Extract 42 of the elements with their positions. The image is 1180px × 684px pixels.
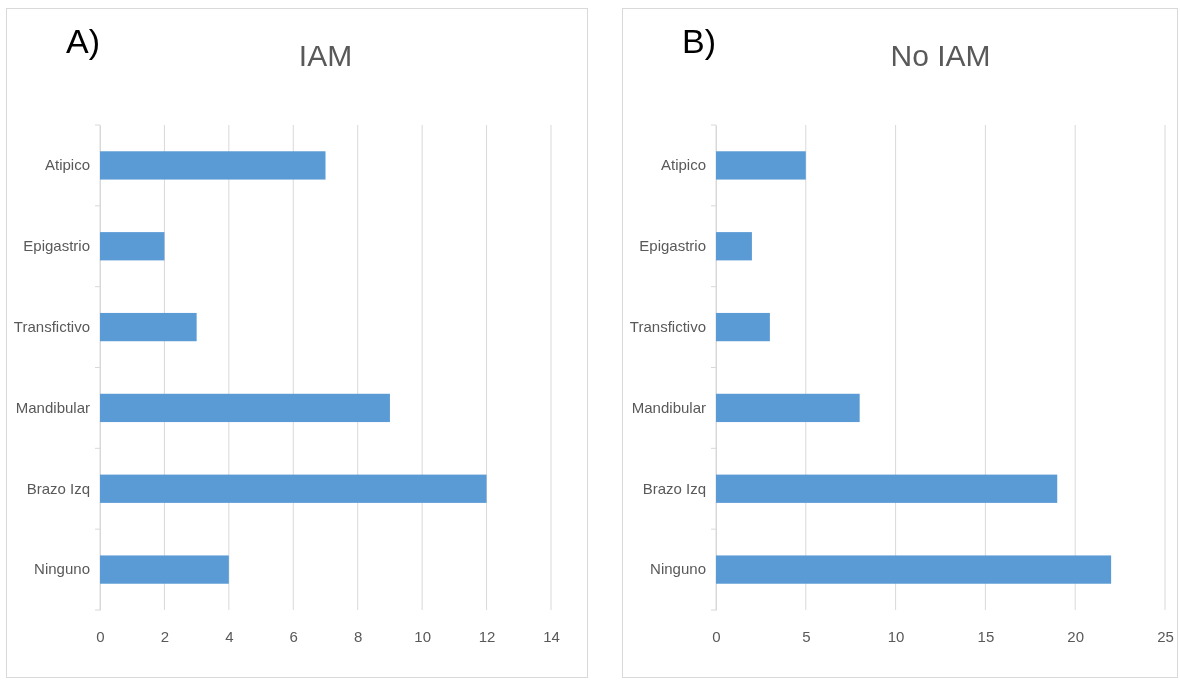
bar	[100, 393, 390, 423]
y-tick-label: Atipico	[44, 156, 90, 174]
y-tick-label: Mandibular	[15, 398, 90, 416]
bar	[100, 151, 326, 180]
y-tick-label: Transfictivo	[629, 317, 706, 335]
x-tick-label: 0	[96, 628, 105, 645]
chart-title: IAM	[298, 39, 353, 72]
bar	[716, 232, 752, 261]
chart-title: No IAM	[890, 39, 991, 72]
x-tick-label: 20	[1067, 628, 1085, 645]
x-tick-label: 10	[414, 628, 431, 645]
x-tick-label: 10	[887, 628, 905, 645]
x-tick-label: 12	[478, 628, 496, 645]
y-tick-label: Transfictivo	[13, 317, 90, 335]
text: A)	[66, 22, 100, 60]
y-tick-label: Mandibular	[631, 398, 706, 416]
x-tick-label: 8	[354, 628, 363, 645]
bar	[100, 555, 229, 584]
y-tick-label: Brazo Izq	[26, 479, 90, 497]
bar	[716, 555, 1112, 584]
y-tick-label: Epigastrio	[639, 237, 706, 255]
x-tick-label: 6	[289, 628, 298, 645]
x-tick-label: 0	[712, 628, 721, 645]
y-tick-label: Atipico	[660, 156, 706, 174]
bar	[716, 393, 860, 423]
bar	[716, 312, 770, 342]
x-tick-label: 15	[977, 628, 995, 645]
bar	[716, 474, 1058, 503]
y-tick-label: Brazo Izq	[642, 479, 706, 497]
x-tick-label: 4	[225, 628, 234, 645]
y-tick-label: Epigastrio	[23, 237, 90, 255]
x-tick-label: 25	[1157, 628, 1174, 645]
bar	[100, 312, 197, 342]
y-tick-label: Ninguno	[34, 560, 90, 578]
bar	[100, 474, 487, 503]
y-tick-label: Ninguno	[650, 560, 706, 578]
bar	[716, 151, 806, 180]
x-tick-label: 5	[802, 628, 811, 645]
text: B)	[682, 22, 716, 60]
x-tick-label: 2	[160, 628, 170, 645]
bar	[100, 232, 165, 261]
x-tick-label: 14	[543, 628, 560, 645]
